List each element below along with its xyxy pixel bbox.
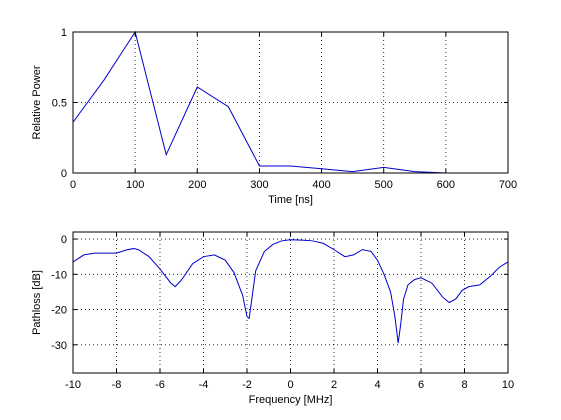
y-tick-label: -10 [51,269,67,281]
x-axis-label: Frequency [MHz] [249,394,333,406]
series-line [72,239,509,344]
x-tick-label: 700 [499,179,517,191]
y-tick-label: 0.5 [52,98,67,110]
x-axis-label: Time [ns] [268,194,313,206]
x-tick-label: 10 [502,379,514,391]
y-tick-label: 0 [61,168,67,180]
y-axis-label: Relative Power [31,65,43,139]
plot-area [72,31,509,174]
x-tick-label: 6 [418,379,424,391]
plot-area [72,231,509,374]
x-tick-label: -4 [199,379,209,391]
x-tick-label: 100 [126,179,144,191]
x-tick-label: 8 [461,379,467,391]
x-tick-label: -10 [65,379,81,391]
x-tick-label: 600 [437,179,455,191]
x-tick-label: -6 [155,379,165,391]
y-tick-label: -20 [51,305,67,317]
y-tick-label: -30 [51,340,67,352]
x-tick-label: -2 [242,379,252,391]
x-tick-label: 500 [375,179,393,191]
y-tick-label: 0 [61,234,67,246]
x-tick-label: 0 [70,179,76,191]
time-domain-plot: 0 100 200 300 400 500 600 700 0 0.5 1 Time [ns] Rela… [31,27,517,206]
y-axis-label: Pathloss [dB] [31,270,43,335]
x-tick-label: 400 [312,179,330,191]
x-tick-label: 0 [287,379,293,391]
x-tick-label: -8 [112,379,122,391]
y-tick-label: 1 [61,27,67,39]
x-tick-label: 200 [188,179,206,191]
x-tick-label: 300 [250,179,268,191]
x-tick-label: 2 [331,379,337,391]
x-tick-label: 4 [374,379,380,391]
